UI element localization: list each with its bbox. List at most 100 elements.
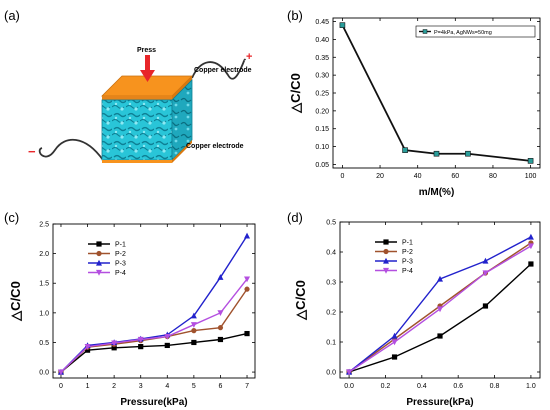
- chart-c-point: [217, 274, 224, 280]
- chart-d-point: [391, 339, 398, 346]
- chart-d-xtick-label: 0.2: [381, 383, 391, 390]
- chart-d-legend-label: P-3: [402, 259, 413, 266]
- chart-c-legend-label: P-3: [115, 261, 126, 268]
- chart-d-point: [482, 303, 489, 309]
- panel-b-label: (b): [287, 8, 303, 23]
- chart-d-xtick-label: 0.6: [453, 383, 463, 390]
- chart-c-xtick-label: 1: [86, 383, 90, 390]
- chart-b-series-line: [341, 24, 531, 162]
- chart-d-point: [391, 332, 398, 339]
- chart-d-legend-marker: [383, 239, 389, 245]
- chart-b-ytick-label: 0.10: [315, 144, 329, 151]
- panel-b: (b) 0 20 40 60 80 100 0.05 0.10 0.15 0.20 0.25 0.30…: [287, 8, 541, 198]
- press-arrow-head: [140, 70, 155, 82]
- chart-c-legend-marker: [96, 259, 102, 266]
- chart-b-xtick-label: 60: [451, 173, 459, 180]
- chart-c-point: [138, 344, 144, 350]
- chart-d-point: [482, 257, 489, 264]
- chart-d-point: [528, 261, 534, 267]
- chart-b-frame: [332, 17, 541, 169]
- chart-c-point: [244, 286, 250, 292]
- chart-d-point: [527, 243, 534, 250]
- panel-c-label: (c): [4, 210, 19, 225]
- chart-c-xtick-label: 4: [165, 383, 169, 390]
- top-electrode-side: [172, 76, 192, 100]
- chart-d-xtick-label: 1.0: [526, 383, 536, 390]
- minus-sign: −: [28, 144, 36, 159]
- chart-c-point: [191, 328, 197, 334]
- chart-d-point: [437, 275, 443, 282]
- chart-c-point: [164, 342, 170, 349]
- chart-c-frame: [52, 223, 256, 379]
- chart-b-xtick-label: 100: [525, 173, 537, 180]
- chart-d-xtick-label: 0.8: [490, 383, 500, 390]
- chart-c-point: [57, 369, 64, 376]
- chart-c-point: [190, 322, 197, 328]
- chart-c-point: [190, 312, 197, 319]
- chart-c-series-line: [60, 278, 248, 373]
- bottom-electrode-side: [172, 140, 192, 163]
- chart-c-point: [217, 310, 224, 317]
- chart-b-legend-label: P=4kPa, AgNWs=50mg: [434, 30, 492, 36]
- chart-d-ytick-label: 0.3: [326, 280, 336, 287]
- chart-d-ytick-label: 0.2: [326, 310, 336, 317]
- chart-c-point: [84, 344, 91, 350]
- chart-c-xtick-label: 2: [112, 383, 116, 390]
- chart-c-point: [217, 336, 224, 343]
- panel-c: (c) 0 1 2 3 4 5 6 7 0.0 0.5 1.0 1.5 2.0 2.5 Pressure(k…: [4, 210, 256, 408]
- panel-a-label: (a): [4, 8, 20, 23]
- chart-c-ytick-label: 1.0: [39, 310, 49, 317]
- chart-c-point: [137, 336, 144, 343]
- chart-d-legend-label: P-4: [402, 268, 413, 275]
- chart-c-legend-marker: [96, 250, 102, 257]
- chart-d-legend-marker: [383, 267, 389, 274]
- chart-c-xtick-label: 5: [192, 383, 196, 390]
- chart-d-xtick-label: 0.4: [417, 383, 427, 390]
- chart-b-point: [433, 150, 440, 157]
- panel-d-label: (d): [287, 210, 303, 225]
- top-electrode-label: Copper electrode: [194, 67, 252, 74]
- chart-c-xtick-label: 0: [59, 383, 63, 390]
- chart-c-xtick-label: 3: [139, 383, 143, 390]
- chart-b-xtick-label: 80: [489, 173, 497, 180]
- chart-d-ytick-label: 0.4: [326, 250, 336, 257]
- top-wire: [191, 58, 246, 80]
- chart-d-legend-marker: [383, 248, 389, 255]
- chart-c-xlabel: Pressure(kPa): [120, 397, 187, 408]
- chart-b-ytick-label: 0.25: [315, 91, 329, 98]
- bottom-electrode: [102, 160, 172, 163]
- chart-d-ytick-label: 0.1: [326, 340, 336, 347]
- sponge-front: [101, 99, 173, 161]
- chart-c-legend-marker: [96, 241, 102, 247]
- chart-b-ytick-label: 0.40: [315, 37, 329, 44]
- chart-c-ylabel: △C/C0: [8, 281, 23, 322]
- chart-c-point: [111, 340, 118, 347]
- chart-c-point: [244, 330, 250, 337]
- chart-b-ytick-label: 0.20: [315, 108, 329, 115]
- chart-b-xtick-label: 20: [376, 173, 384, 180]
- chart-c-ytick-label: 2.5: [39, 222, 49, 229]
- chart-c-series-line: [60, 332, 248, 373]
- chart-d-ylabel: △C/C0: [293, 280, 308, 321]
- chart-d-frame: [339, 221, 541, 379]
- chart-c-series-line: [60, 235, 248, 373]
- chart-d-point: [346, 369, 353, 376]
- chart-c-xtick-label: 6: [218, 383, 222, 390]
- chart-b-point: [402, 147, 408, 153]
- chart-c-point: [244, 232, 251, 239]
- chart-b-ytick-label: 0.05: [315, 162, 329, 169]
- chart-c-point: [191, 339, 197, 346]
- chart-b-point: [527, 158, 534, 164]
- chart-c-legend-label: P-2: [115, 251, 126, 258]
- chart-d-legend-label: P-1: [402, 240, 413, 247]
- chart-d-ytick-label: 0.0: [326, 370, 336, 377]
- chart-c-legend-marker: [96, 269, 102, 276]
- chart-b-legend-box: [415, 25, 536, 38]
- top-electrode-front: [102, 96, 172, 100]
- chart-b-xlabel: m/M(%): [419, 187, 455, 198]
- chart-b-xtick-label: 0: [340, 173, 344, 180]
- chart-c-point: [164, 333, 171, 340]
- chart-c-ytick-label: 0.5: [39, 340, 49, 347]
- chart-d-legend-label: P-2: [402, 249, 413, 256]
- press-label: Press: [137, 47, 156, 54]
